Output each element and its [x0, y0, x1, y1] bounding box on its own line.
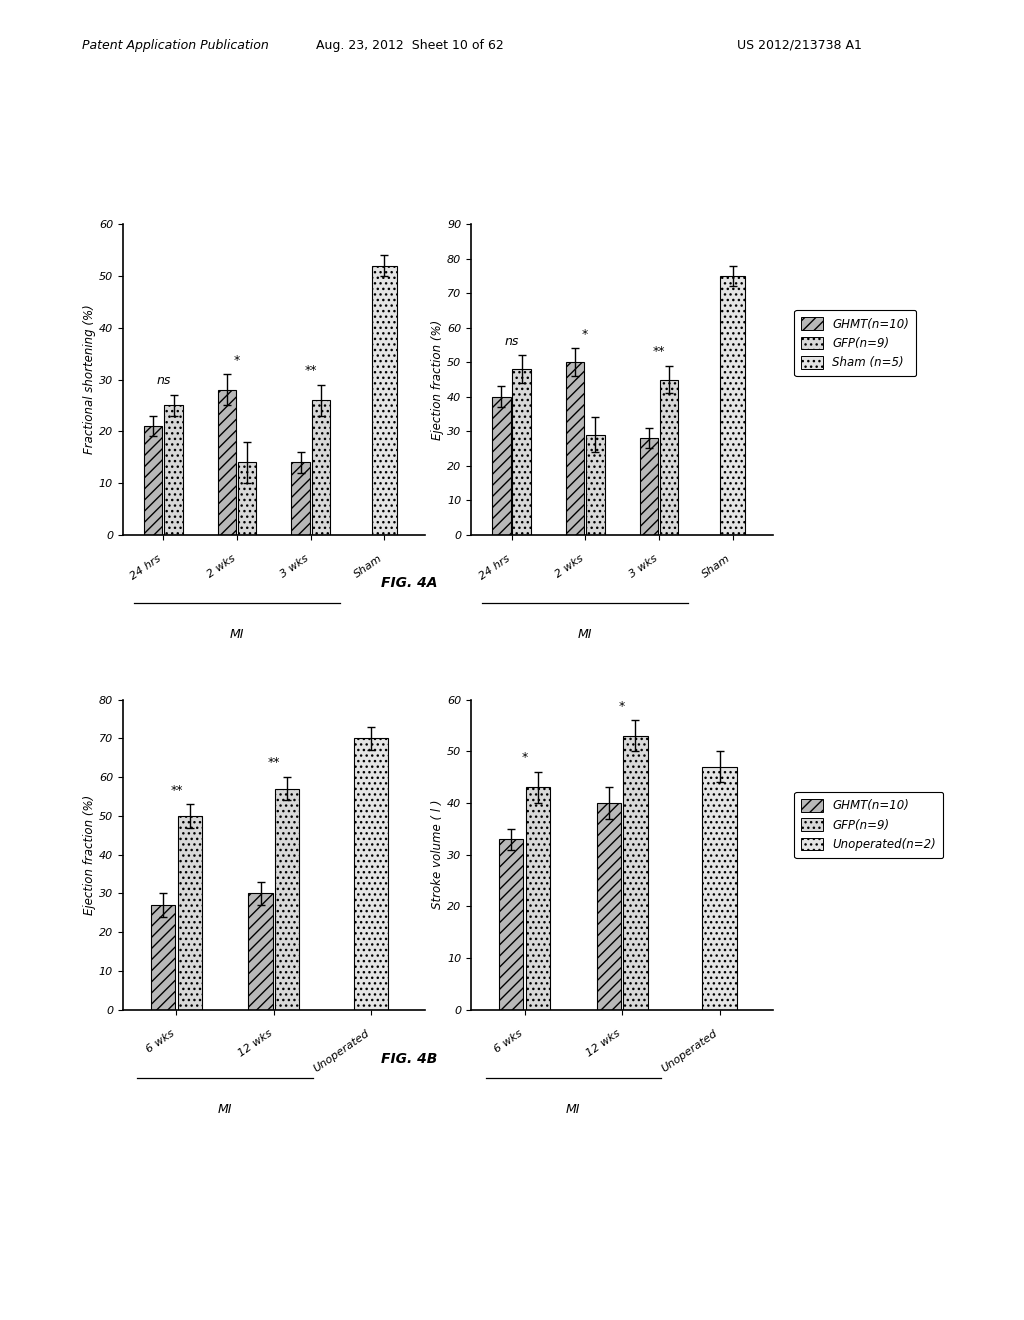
Bar — [640, 438, 658, 535]
Bar — [720, 276, 745, 535]
Text: 24 hrs: 24 hrs — [129, 553, 164, 582]
Bar — [144, 426, 163, 535]
Y-axis label: Fractional shortening (%): Fractional shortening (%) — [83, 305, 96, 454]
Text: 12 wks: 12 wks — [237, 1028, 274, 1059]
Text: Patent Application Publication: Patent Application Publication — [82, 38, 268, 51]
Text: FIG. 4A: FIG. 4A — [381, 577, 438, 590]
Text: **: ** — [304, 364, 317, 378]
Bar — [659, 380, 678, 535]
Bar — [597, 803, 621, 1010]
Text: **: ** — [170, 784, 182, 796]
Y-axis label: Ejection fraction (%): Ejection fraction (%) — [83, 795, 96, 915]
Text: *: * — [582, 327, 589, 341]
Legend: GHMT(n=10), GFP(n=9), Unoperated(n=2): GHMT(n=10), GFP(n=9), Unoperated(n=2) — [795, 792, 943, 858]
Bar — [586, 434, 604, 535]
Text: US 2012/213738 A1: US 2012/213738 A1 — [737, 38, 862, 51]
Bar — [178, 816, 202, 1010]
Text: MI: MI — [566, 1104, 581, 1115]
Bar — [624, 735, 647, 1010]
Bar — [292, 462, 310, 535]
Bar — [702, 767, 736, 1010]
Bar — [566, 362, 585, 535]
Text: FIG. 4B: FIG. 4B — [381, 1052, 438, 1065]
Text: 12 wks: 12 wks — [585, 1028, 623, 1059]
Bar — [249, 894, 272, 1010]
Bar — [164, 405, 182, 535]
Text: 24 hrs: 24 hrs — [477, 553, 512, 582]
Text: Unoperated: Unoperated — [311, 1028, 372, 1074]
Bar — [238, 462, 256, 535]
Bar — [526, 788, 550, 1010]
Text: 6 wks: 6 wks — [144, 1028, 176, 1055]
Text: ns: ns — [505, 334, 519, 347]
Bar — [311, 400, 330, 535]
Text: 3 wks: 3 wks — [279, 553, 310, 579]
Bar — [275, 789, 299, 1010]
Text: **: ** — [652, 345, 666, 358]
Text: MI: MI — [218, 1104, 232, 1115]
Bar — [354, 738, 388, 1010]
Text: 2 wks: 2 wks — [553, 553, 586, 579]
Text: *: * — [521, 751, 527, 764]
Text: MI: MI — [229, 627, 245, 640]
Text: 3 wks: 3 wks — [627, 553, 658, 579]
Text: 2 wks: 2 wks — [205, 553, 238, 579]
Text: *: * — [618, 700, 626, 713]
Text: 6 wks: 6 wks — [493, 1028, 524, 1055]
Text: *: * — [233, 354, 241, 367]
Y-axis label: Ejection fraction (%): Ejection fraction (%) — [431, 319, 444, 440]
Bar — [499, 840, 523, 1010]
Bar — [512, 370, 530, 535]
Text: Sham: Sham — [352, 553, 384, 579]
Y-axis label: Stroke volume ( l ): Stroke volume ( l ) — [431, 800, 444, 909]
Bar — [218, 389, 237, 535]
Text: Sham: Sham — [700, 553, 732, 579]
Bar — [372, 265, 397, 535]
Text: **: ** — [267, 756, 281, 770]
Text: MI: MI — [578, 627, 593, 640]
Text: Unoperated: Unoperated — [659, 1028, 720, 1074]
Bar — [493, 397, 511, 535]
Text: Aug. 23, 2012  Sheet 10 of 62: Aug. 23, 2012 Sheet 10 of 62 — [315, 38, 504, 51]
Legend: GHMT(n=10), GFP(n=9), Sham (n=5): GHMT(n=10), GFP(n=9), Sham (n=5) — [795, 310, 916, 376]
Bar — [151, 906, 175, 1010]
Text: ns: ns — [157, 375, 171, 387]
